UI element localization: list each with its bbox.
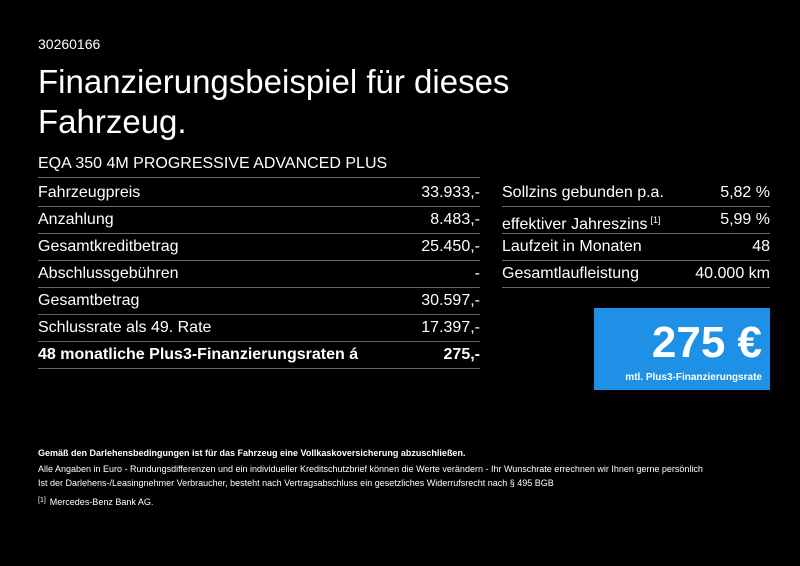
row-value: 40.000 km (695, 265, 770, 282)
row-value: 8.483,- (430, 211, 480, 228)
footnote-text: Mercedes-Benz Bank AG. (49, 497, 154, 507)
table-row: Sollzins gebunden p.a. 5,82 % (502, 180, 770, 207)
rate-amount: 275 € (651, 318, 762, 367)
row-label: Gesamtlaufleistung (502, 261, 639, 287)
table-row: Gesamtkreditbetrag 25.450,- (38, 234, 480, 261)
label-text: 48 monatliche Plus3-Finanzierungsraten á (38, 346, 359, 363)
row-label: Sollzins gebunden p.a. (502, 180, 664, 206)
label-text: Gesamtlaufleistung (502, 265, 639, 282)
table-row: effektiver Jahreszins [1] 5,99 % (502, 207, 770, 234)
row-label: Anzahlung (38, 207, 114, 233)
row-value: 30.597,- (421, 292, 480, 309)
notes: Gemäß den Darlehensbedingungen ist für d… (38, 446, 778, 509)
left-table: Fahrzeugpreis 33.933,- Anzahlung 8.483,- Ges… (38, 180, 480, 369)
disclaimer-line: Ist der Darlehens-/Leasingnehmer Verbrau… (38, 478, 554, 488)
label-text: Gesamtkreditbetrag (38, 238, 179, 255)
disclaimer-line: Alle Angaben in Euro - Rundungsdifferenz… (38, 464, 703, 474)
row-label: Schlussrate als 49. Rate (38, 315, 211, 341)
label-text: Anzahlung (38, 211, 114, 228)
label-text: Laufzeit in Monaten (502, 238, 642, 255)
row-label: effektiver Jahreszins [1] (502, 207, 661, 233)
model: EQA 350 4M PROGRESSIVE ADVANCED PLUS (38, 155, 480, 178)
row-label: Laufzeit in Monaten (502, 234, 642, 260)
row-value: 33.933,- (421, 184, 480, 201)
table-row: Abschlussgebühren - (38, 261, 480, 288)
table-row: 48 monatliche Plus3-Finanzierungsraten á… (38, 342, 480, 369)
table-row: Laufzeit in Monaten 48 (502, 234, 770, 261)
table-row: Schlussrate als 49. Rate 17.397,- (38, 315, 480, 342)
title: Finanzierungsbeispiel für dieses Fahrzeu… (38, 63, 510, 140)
label-text: effektiver Jahreszins (502, 216, 648, 233)
label-text: Schlussrate als 49. Rate (38, 319, 212, 336)
row-value: - (474, 265, 480, 282)
table-row: Fahrzeugpreis 33.933,- (38, 180, 480, 207)
row-value: 48 (752, 238, 770, 255)
label-text: Fahrzeugpreis (38, 184, 141, 201)
row-label: Abschlussgebühren (38, 261, 179, 287)
table-row: Gesamtlaufleistung 40.000 km (502, 261, 770, 288)
rate-box: 275 € mtl. Plus3-Finanzierungsrate (594, 308, 770, 390)
row-value: 5,99 % (720, 211, 770, 228)
label-text: Sollzins gebunden p.a. (502, 184, 664, 201)
row-label: Gesamtbetrag (38, 288, 139, 314)
row-value: 275,- (443, 346, 480, 363)
table-row: Anzahlung 8.483,- (38, 207, 480, 234)
label-text: Gesamtbetrag (38, 292, 140, 309)
row-label: Gesamtkreditbetrag (38, 234, 179, 260)
row-value: 17.397,- (421, 319, 480, 336)
rate-label: mtl. Plus3-Finanzierungsrate (625, 372, 762, 383)
insurance-note: Gemäß den Darlehensbedingungen ist für d… (38, 448, 466, 458)
footnote-marker: [1] (38, 497, 46, 504)
row-value: 5,82 % (720, 184, 770, 201)
footnote-ref: [1] (650, 215, 661, 225)
footnote: [1] Mercedes-Benz Bank AG. (38, 494, 778, 509)
row-value: 25.450,- (421, 238, 480, 255)
row-label: Fahrzeugpreis (38, 180, 140, 206)
row-label: 48 monatliche Plus3-Finanzierungsraten á (38, 342, 358, 368)
label-text: Abschlussgebühren (38, 265, 179, 282)
page-id: 30260166 (38, 36, 101, 52)
right-table: Sollzins gebunden p.a. 5,82 % effektiver J… (502, 180, 770, 288)
table-row: Gesamtbetrag 30.597,- (38, 288, 480, 315)
